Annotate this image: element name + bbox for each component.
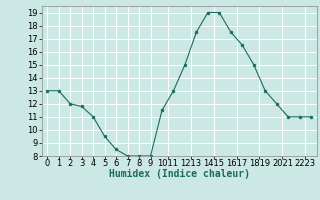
X-axis label: Humidex (Indice chaleur): Humidex (Indice chaleur)	[109, 169, 250, 179]
